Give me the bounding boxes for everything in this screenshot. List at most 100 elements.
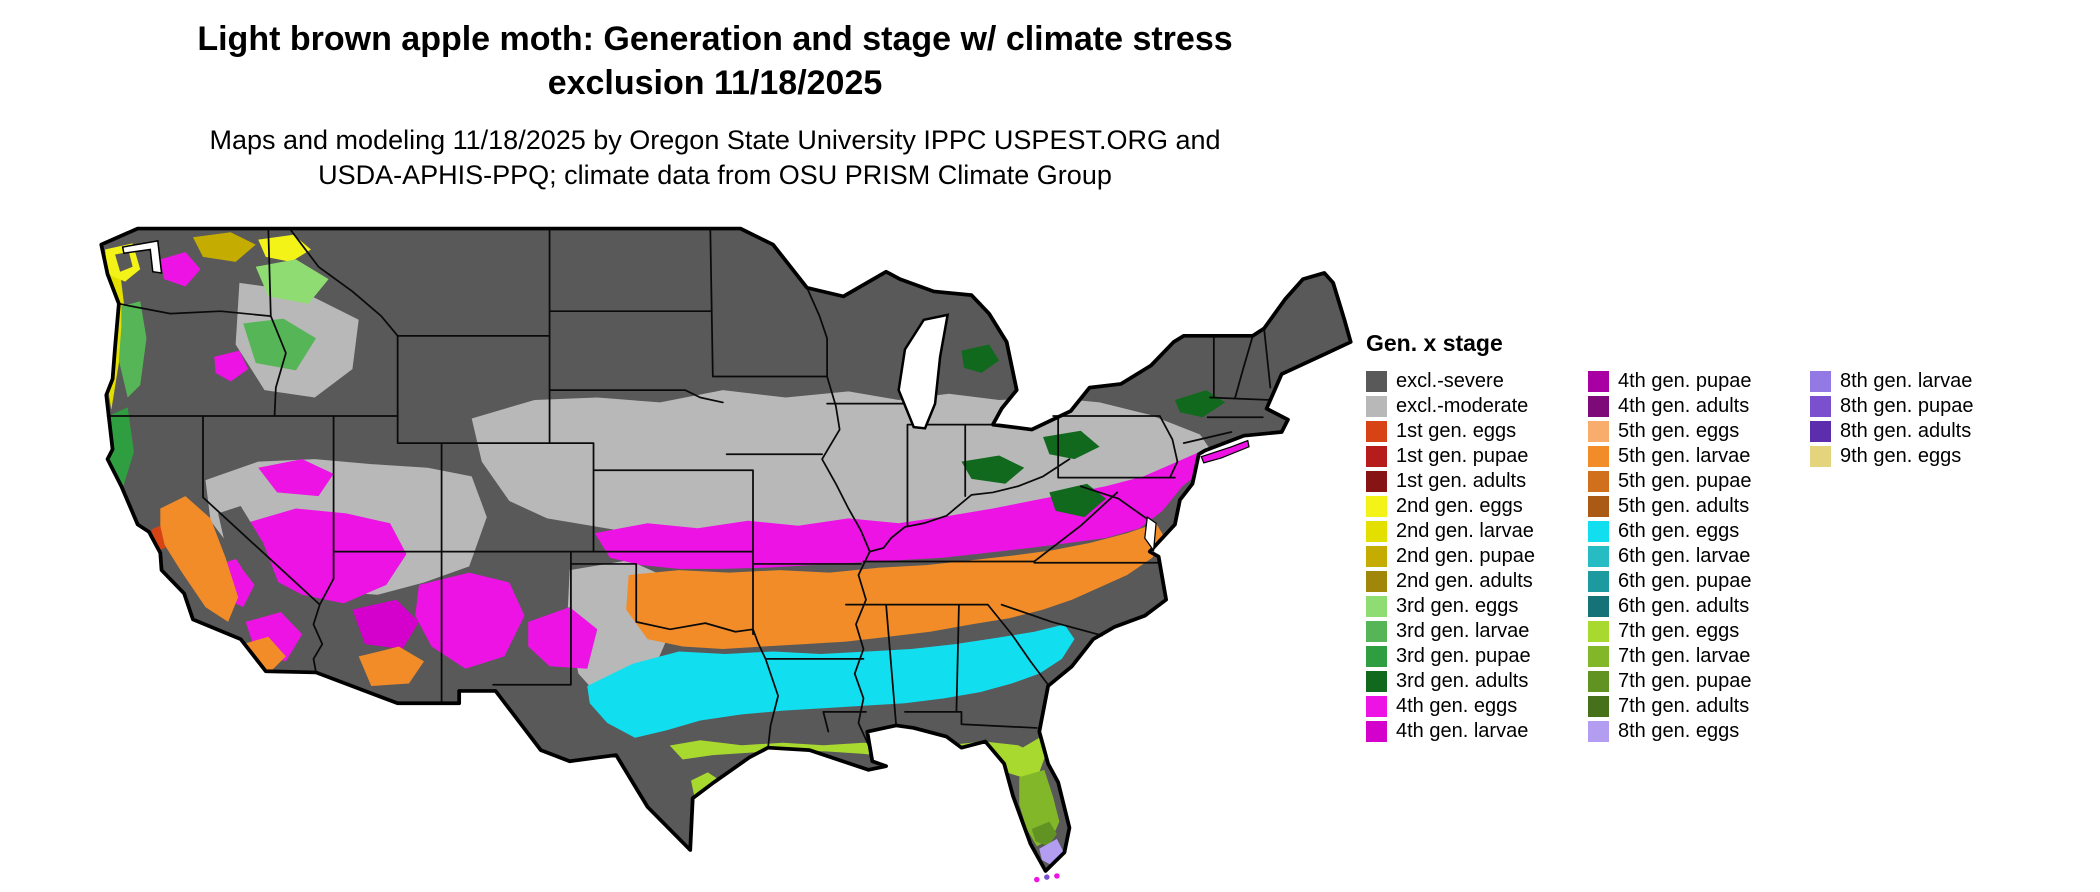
legend-item: 6th gen. adults	[1588, 594, 1810, 619]
legend-swatch	[1366, 546, 1387, 567]
subtitle-line-1: Maps and modeling 11/18/2025 by Oregon S…	[209, 125, 1221, 156]
legend-label: 8th gen. adults	[1840, 420, 1972, 442]
region-keys-dot	[1034, 876, 1040, 883]
legend-label: 5th gen. adults	[1618, 495, 1750, 517]
region-excl-severe-sierra	[218, 505, 279, 600]
legend-item: 2nd gen. larvae	[1366, 519, 1588, 544]
legend-item: 3rd gen. adults	[1366, 669, 1588, 694]
legend-item: 1st gen. pupae	[1366, 444, 1588, 469]
legend-swatch	[1588, 396, 1609, 417]
legend-item: 8th gen. adults	[1810, 419, 2032, 444]
subtitle-line-2: USDA-APHIS-PPQ; climate data from OSU PR…	[318, 160, 1112, 191]
legend-item: 7th gen. adults	[1588, 694, 1810, 719]
legend-item: 1st gen. eggs	[1366, 419, 1588, 444]
legend-item: 8th gen. pupae	[1810, 394, 2032, 419]
legend-item: 3rd gen. pupae	[1366, 644, 1588, 669]
legend-label: 6th gen. adults	[1618, 595, 1750, 617]
page-subtitle: Maps and modeling 11/18/2025 by Oregon S…	[0, 123, 1430, 193]
legend-label: 6th gen. larvae	[1618, 545, 1751, 567]
legend-column: 8th gen. larvae 8th gen. pupae 8th gen. ad…	[1810, 369, 2032, 744]
legend-label: 3rd gen. larvae	[1396, 620, 1530, 642]
region-4th-eggs-nm	[415, 572, 525, 669]
legend-label: 1st gen. pupae	[1396, 445, 1529, 467]
region-7th-eggs-n-fl	[1001, 737, 1046, 778]
legend-label: 1st gen. eggs	[1396, 420, 1517, 442]
region-4th-eggs-east-band	[594, 438, 1248, 569]
region-3rd-adults-oh-valley	[961, 455, 1025, 484]
legend-label: 6th gen. pupae	[1618, 570, 1752, 592]
legend-label: 5th gen. larvae	[1618, 445, 1751, 467]
state-borders	[106, 227, 1272, 749]
legend-item: 5th gen. larvae	[1588, 444, 1810, 469]
legend-item: 6th gen. larvae	[1588, 544, 1810, 569]
legend-swatch	[1588, 621, 1609, 642]
legend-swatch	[1366, 621, 1387, 642]
legend-swatch	[1366, 596, 1387, 617]
region-4th-eggs-n-nv	[258, 459, 334, 497]
legend-item: 5th gen. pupae	[1588, 469, 1810, 494]
legend-swatch	[1810, 396, 1831, 417]
region-4th-larvae-az	[352, 599, 419, 650]
region-2nd-pupae-n-wa	[192, 232, 256, 262]
legend-swatch	[1366, 471, 1387, 492]
region-5th-larvae-central-valley	[160, 496, 239, 622]
title-line-2: exclusion 11/18/2025	[547, 63, 883, 102]
legend-swatch	[1588, 646, 1609, 667]
legend-swatch	[1366, 671, 1387, 692]
region-4th-eggs-nv-ut	[243, 508, 407, 604]
legend-column: excl.-severe excl.-moderate 1st gen. eggs 1…	[1366, 369, 1588, 744]
legend-swatch	[1366, 371, 1387, 392]
legend-label: 1st gen. adults	[1396, 470, 1527, 492]
legend-item: 4th gen. eggs	[1366, 694, 1588, 719]
legend-item: 5th gen. adults	[1588, 494, 1810, 519]
legend-label: 8th gen. eggs	[1618, 720, 1740, 742]
legend-label: 7th gen. larvae	[1618, 645, 1751, 667]
legend-label: 3rd gen. pupae	[1396, 645, 1531, 667]
legend-label: 7th gen. adults	[1618, 695, 1750, 717]
legend-item: 8th gen. eggs	[1588, 719, 1810, 744]
us-outline	[99, 226, 1353, 873]
legend-label: 2nd gen. eggs	[1396, 495, 1523, 517]
legend-label: 7th gen. pupae	[1618, 670, 1752, 692]
legend-item: excl.-moderate	[1366, 394, 1588, 419]
region-excl-severe-olympic-core	[115, 251, 133, 272]
legend-swatch	[1588, 596, 1609, 617]
legend-swatch	[1366, 721, 1387, 742]
legend-swatch	[1366, 521, 1387, 542]
legend-columns: excl.-severe excl.-moderate 1st gen. eggs 1…	[1366, 369, 2032, 744]
legend-swatch	[1366, 446, 1387, 467]
legend-swatch	[1588, 371, 1609, 392]
legend-item: 7th gen. eggs	[1588, 619, 1810, 644]
legend-label: 2nd gen. pupae	[1396, 545, 1536, 567]
legend-item: 4th gen. pupae	[1588, 369, 1810, 394]
legend-swatch	[1810, 446, 1831, 467]
legend-item: 7th gen. pupae	[1588, 669, 1810, 694]
legend-label: 2nd gen. larvae	[1396, 520, 1534, 542]
legend-label: 2nd gen. adults	[1396, 570, 1533, 592]
region-excl-severe-s-tx	[622, 737, 694, 847]
legend-swatch	[1588, 546, 1609, 567]
chesapeake-bay	[1144, 515, 1157, 553]
legend-swatch	[1588, 446, 1609, 467]
legend-item: 3rd gen. eggs	[1366, 594, 1588, 619]
us-map-svg	[99, 226, 1353, 883]
us-choropleth-map	[95, 215, 1357, 887]
region-4th-eggs-w-tx	[528, 607, 598, 669]
legend-label: 7th gen. eggs	[1618, 620, 1740, 642]
legend-item: 2nd gen. adults	[1366, 569, 1588, 594]
legend-label: excl.-moderate	[1396, 395, 1529, 417]
legend-swatch	[1588, 471, 1609, 492]
map-header: Light brown apple moth: Generation and s…	[0, 18, 1430, 193]
legend-item: 4th gen. adults	[1588, 394, 1810, 419]
legend-label: 6th gen. eggs	[1618, 520, 1740, 542]
legend-item: 2nd gen. pupae	[1366, 544, 1588, 569]
legend-label: 9th gen. eggs	[1840, 445, 1962, 467]
region-5th-larvae-east-band	[626, 523, 1165, 650]
region-3rd-larvae-e-or	[243, 318, 317, 371]
region-7th-pupae-s-fl	[1031, 821, 1057, 847]
legend-swatch	[1366, 646, 1387, 667]
legend-swatch	[1810, 421, 1831, 442]
legend-swatch	[1588, 721, 1609, 742]
region-1st-pupae-ca-coast	[142, 545, 156, 573]
legend-label: 5th gen. pupae	[1618, 470, 1752, 492]
